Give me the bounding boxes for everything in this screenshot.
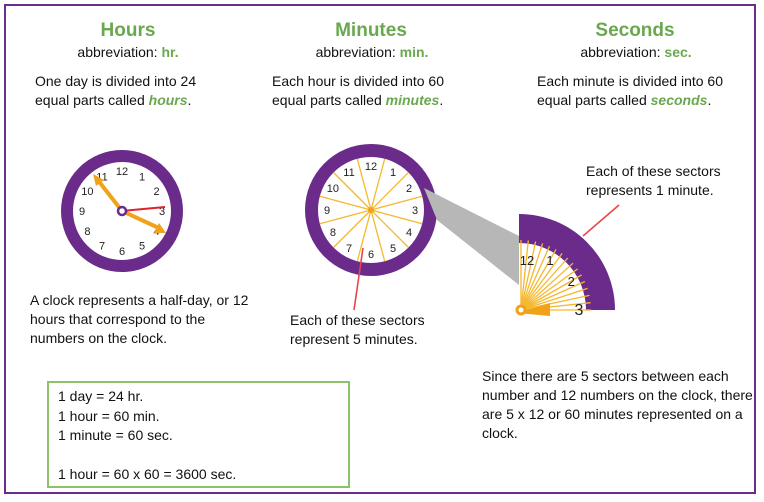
zoomed-sector-line	[520, 287, 588, 311]
minutes-clock-number-4: 4	[406, 227, 412, 239]
second-hand	[121, 206, 166, 212]
minutes-title: Minutes	[335, 20, 407, 41]
hours-clock-number-10: 10	[81, 186, 93, 198]
hours-clock-number-5: 5	[139, 241, 145, 253]
hours-clock-number-6: 6	[119, 246, 125, 258]
minutes-clock-number-7: 7	[346, 243, 352, 255]
minutes-clock-number-3: 3	[412, 205, 418, 217]
minutes-sector-line	[370, 195, 423, 211]
minutes-sector-line	[333, 209, 372, 248]
explanation-text: Since there are 5 sectors between each n…	[482, 368, 753, 441]
zoomed-center	[515, 304, 527, 316]
seconds-description: Each minute is divided into 60 equal par…	[537, 73, 723, 108]
zoomed-sector-line	[520, 243, 544, 311]
minutes-clock-number-12: 12	[365, 161, 377, 173]
minutes-clock-number-8: 8	[330, 227, 336, 239]
hours-clock-number-11: 11	[96, 171, 107, 183]
hours-description: One day is divided into 24 equal parts c…	[35, 73, 197, 108]
minutes-clock-number-10: 10	[327, 183, 339, 195]
hours-title: Hours	[100, 20, 156, 41]
hours-note: A clock represents a half-day, or 12 hou…	[30, 292, 249, 346]
minutes-sector-line	[356, 209, 372, 262]
minutes-sector-line	[319, 209, 372, 225]
seconds-pointer-line	[582, 204, 620, 237]
zoomed-number-12: 12	[520, 253, 534, 268]
hours-clock-number-8: 8	[84, 226, 90, 238]
hours-clock-number-1: 1	[139, 171, 145, 183]
minutes-clock-number-9: 9	[324, 205, 330, 217]
hours-clock-number-3: 3	[159, 206, 165, 218]
zoomed-sector-line	[520, 240, 529, 311]
seconds-note: Each of these sectors represents 1 minut…	[586, 163, 721, 198]
zoomed-rim	[519, 214, 615, 310]
diagram-frame	[4, 4, 756, 494]
seconds-title: Seconds	[595, 20, 675, 41]
minute-hand	[121, 209, 162, 231]
minutes-sector-line	[370, 209, 409, 248]
zoomed-sector-line	[520, 245, 551, 311]
minute-hand-arrow	[154, 223, 166, 233]
minutes-note: Each of these sectors represent 5 minute…	[290, 312, 425, 347]
minutes-sector-line	[319, 195, 372, 211]
hour-hand	[95, 177, 124, 213]
zoomed-sector-line	[520, 249, 557, 311]
zoomed-sector-line	[520, 253, 563, 311]
summary-line-hour: 1 hour = 60 min.	[58, 407, 160, 424]
summary-line-day: 1 day = 24 hr.	[58, 388, 144, 404]
zoom-wedge	[424, 188, 519, 285]
minutes-sector-line	[356, 158, 372, 211]
minutes-clock-number-5: 5	[390, 243, 396, 255]
zoomed-number-1: 1	[546, 253, 553, 268]
hours-clock-center	[116, 205, 128, 217]
hours-clock-number-9: 9	[79, 206, 85, 218]
zoomed-number-3: 3	[575, 302, 584, 319]
hours-abbreviation: abbreviation: hr.	[77, 44, 179, 60]
zoomed-sector-line	[520, 294, 590, 311]
zoomed-sector-line	[520, 257, 569, 311]
hours-clock-number-2: 2	[154, 186, 160, 198]
zoomed-sector-line	[520, 241, 537, 311]
minutes-clock-number-6: 6	[368, 249, 374, 261]
seconds-abbreviation: abbreviation: sec.	[580, 44, 692, 60]
zoomed-sector-line	[520, 274, 582, 311]
summary-line-minute: 1 minute = 60 sec.	[58, 427, 173, 443]
conversion-summary-box: 1 day = 24 hr. 1 hour = 60 min. 1 minute…	[47, 381, 350, 488]
minutes-clock-number-1: 1	[390, 167, 396, 179]
hours-clock-number-12: 12	[116, 166, 128, 178]
zoomed-clock-quarter: 12 123	[515, 214, 615, 319]
zoomed-sector-line	[520, 262, 574, 311]
zoomed-sector-line	[520, 280, 586, 311]
minutes-sector-line	[370, 158, 386, 211]
summary-line-seconds-per-hour: 1 hour = 60 x 60 = 3600 sec.	[58, 466, 237, 482]
hour-hand-arrow	[93, 174, 104, 186]
minutes-description: Each hour is divided into 60 equal parts…	[272, 73, 444, 108]
minutes-abbreviation: abbreviation: min.	[315, 44, 429, 60]
minutes-sector-line	[370, 172, 409, 211]
minutes-sector-line	[370, 209, 386, 262]
minutes-sector-line	[370, 209, 423, 225]
minutes-clock-number-11: 11	[343, 167, 354, 179]
minutes-clock-center	[368, 207, 374, 213]
zoomed-sector-line	[520, 268, 578, 311]
summary-spacer	[58, 446, 339, 466]
minutes-clock-number-2: 2	[406, 183, 412, 195]
minutes-pointer-line	[353, 247, 364, 311]
hours-clock-number-7: 7	[99, 241, 105, 253]
minutes-sector-line	[333, 172, 372, 211]
zoomed-number-2: 2	[568, 274, 575, 289]
